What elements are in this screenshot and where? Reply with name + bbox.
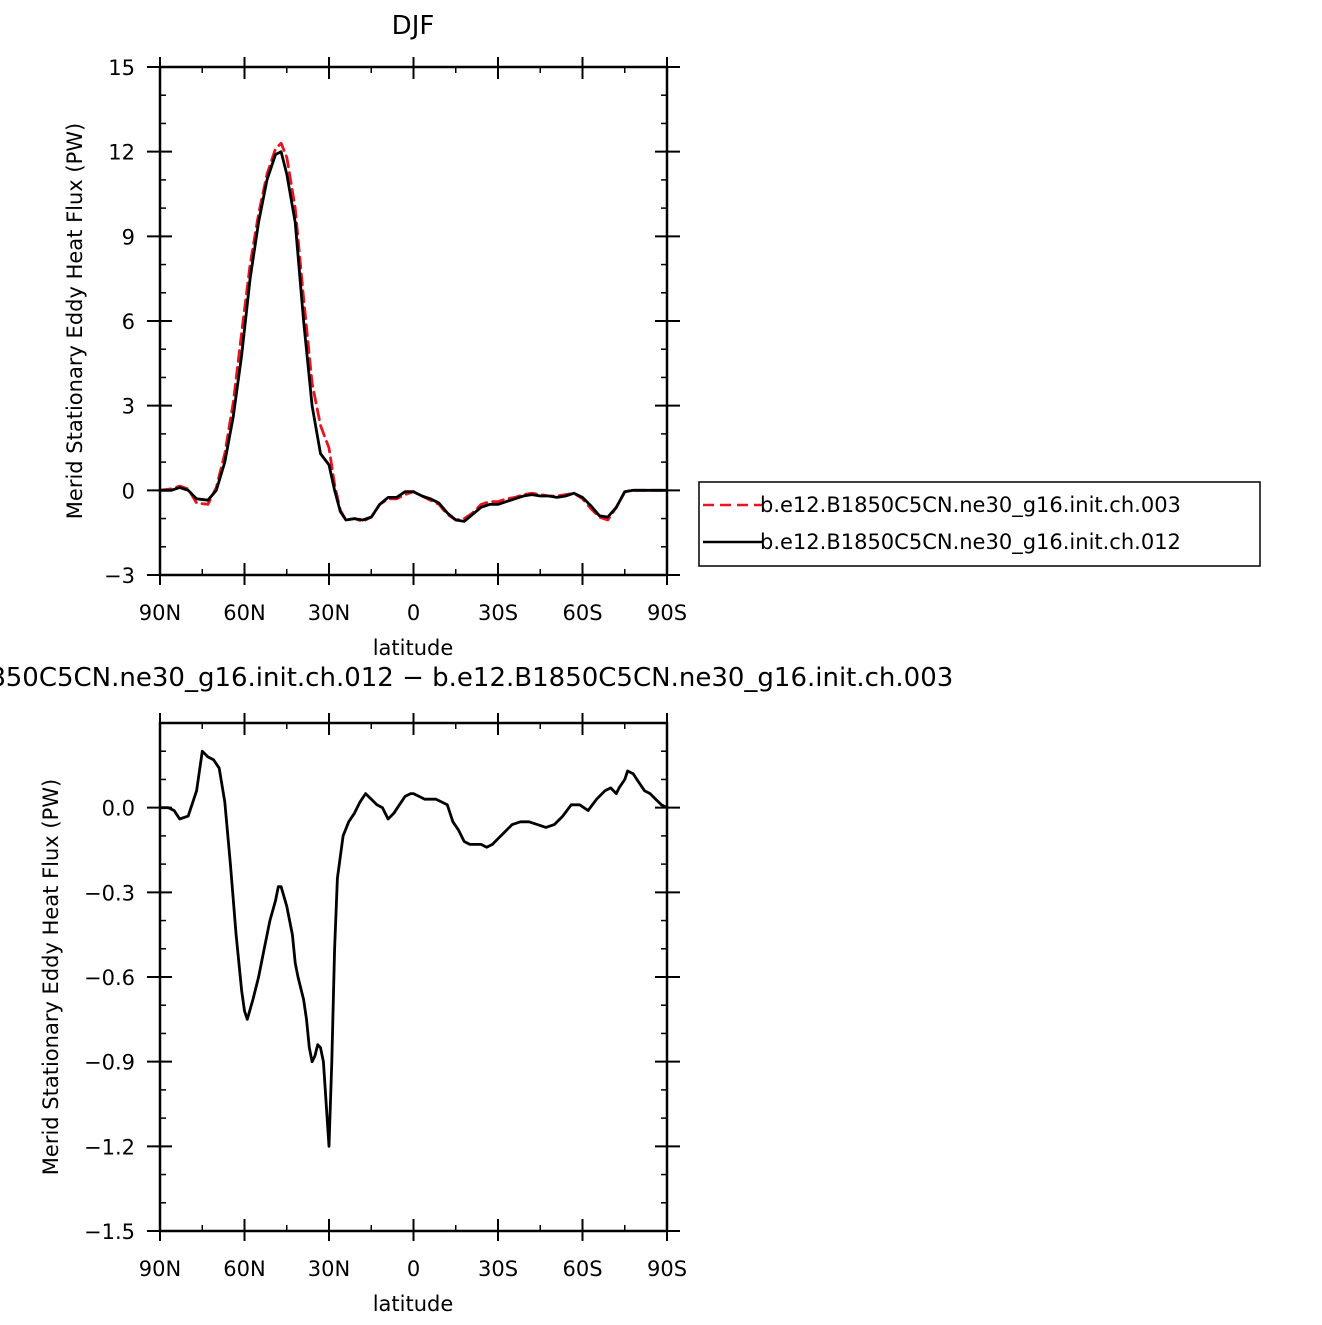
- chart-title: DJF: [392, 11, 435, 41]
- x-tick-label: 60S: [562, 1257, 602, 1281]
- series-line-2: [158, 150, 669, 523]
- x-tick-label: 60N: [223, 601, 265, 625]
- x-axis-label: latitude: [373, 636, 454, 660]
- y-tick-label: 15: [108, 56, 135, 80]
- x-tick-label: 0: [407, 601, 420, 625]
- legend: b.e12.B1850C5CN.ne30_g16.init.ch.003 b.e…: [698, 481, 1261, 567]
- y-tick-label: 0: [122, 479, 135, 503]
- legend-box: [698, 481, 1261, 567]
- y-tick-label: −0.6: [84, 966, 135, 990]
- legend-entry-series-1: b.e12.B1850C5CN.ne30_g16.init.ch.003: [760, 493, 1181, 518]
- x-tick-label: 60N: [223, 1257, 265, 1281]
- y-axis-label: Merid Stationary Eddy Heat Flux (PW): [39, 779, 63, 1175]
- y-tick-label: −1.5: [84, 1220, 135, 1244]
- y-tick-label: 12: [108, 141, 135, 165]
- x-tick-label: 30N: [308, 1257, 350, 1281]
- y-tick-label: −3: [104, 564, 135, 588]
- x-tick-label: 90S: [647, 601, 687, 625]
- chart-title: b.e12.B1850C5CN.ne30_g16.init.ch.012 − b…: [0, 663, 953, 693]
- y-tick-label: 3: [122, 395, 135, 419]
- y-tick-label: 0.0: [102, 797, 135, 821]
- y-tick-label: 9: [122, 225, 135, 249]
- x-tick-label: 0: [407, 1257, 420, 1281]
- x-axis-label: latitude: [373, 1292, 454, 1316]
- y-tick-label: −1.2: [84, 1135, 135, 1159]
- x-tick-label: 30S: [478, 1257, 518, 1281]
- x-tick-label: 90S: [647, 1257, 687, 1281]
- y-tick-label: 6: [122, 310, 135, 334]
- y-tick-label: −0.9: [84, 1051, 135, 1075]
- plot-frame: [158, 65, 669, 577]
- series-line-1: [158, 749, 669, 1148]
- top-chart: DJF 90N 60N 30N 0 30S 60S 90S 15 12 9 6 3 0 −3 latitu…: [63, 11, 1261, 660]
- legend-entry-series-2: b.e12.B1850C5CN.ne30_g16.init.ch.012: [760, 530, 1181, 555]
- series-line-1: [158, 141, 669, 523]
- plot-frame: [158, 721, 669, 1233]
- x-tick-label: 30S: [478, 601, 518, 625]
- bottom-chart: b.e12.B1850C5CN.ne30_g16.init.ch.012 − b…: [0, 663, 953, 1316]
- x-tick-label: 90N: [139, 1257, 181, 1281]
- x-tick-label: 60S: [562, 601, 602, 625]
- y-tick-label: −0.3: [84, 881, 135, 905]
- x-tick-label: 90N: [139, 601, 181, 625]
- y-axis-label: Merid Stationary Eddy Heat Flux (PW): [63, 123, 87, 519]
- x-tick-label: 30N: [308, 601, 350, 625]
